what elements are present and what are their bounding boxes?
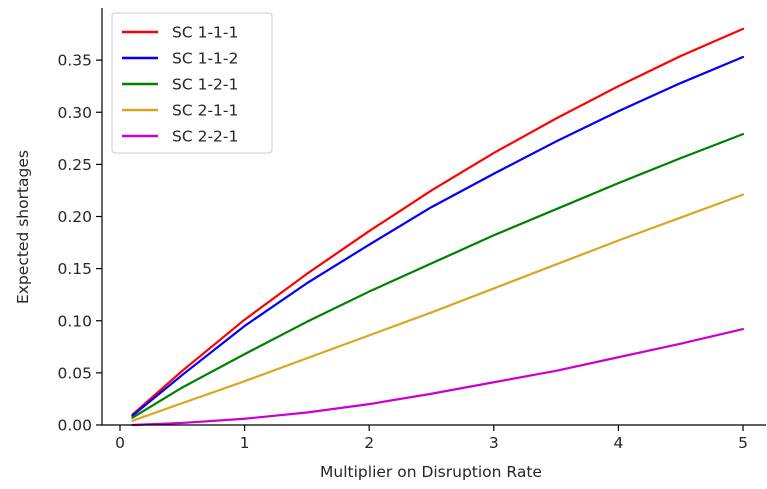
axes-layer: 0 1 2 3 4 5 0.00 0.05 0.10 0.15 0.20 0.25 0.30 0.35 xyxy=(57,8,766,452)
x-axis-label: Multiplier on Disruption Rate xyxy=(320,463,542,481)
legend-label: SC 2-1-1 xyxy=(172,102,238,120)
x-tick-label: 0 xyxy=(115,434,125,452)
y-tick-label: 0.15 xyxy=(57,260,92,278)
x-tick-label: 2 xyxy=(364,434,374,452)
series-line-5 xyxy=(131,327,745,427)
legend-label: SC 1-1-1 xyxy=(172,24,238,42)
y-tick-label: 0.20 xyxy=(57,208,92,226)
y-tick-label: 0.35 xyxy=(57,52,92,70)
series-line-3 xyxy=(131,133,745,419)
series-layer xyxy=(131,27,745,427)
x-tick-label: 5 xyxy=(738,434,748,452)
series-line-4 xyxy=(131,193,745,422)
legend-label: SC 2-2-1 xyxy=(172,128,238,146)
x-tick-label: 4 xyxy=(613,434,623,452)
y-tick-label: 0.05 xyxy=(57,364,92,382)
x-tick-label: 1 xyxy=(240,434,250,452)
y-tick-label: 0.25 xyxy=(57,156,92,174)
legend: SC 1-1-1 SC 1-1-2 SC 1-2-1 SC 2-1-1 SC 2-2-1 xyxy=(111,12,273,154)
x-tick-label: 3 xyxy=(489,434,499,452)
legend-box xyxy=(111,12,273,154)
series-line-1 xyxy=(131,27,745,416)
y-axis-label: Expected shortages xyxy=(14,150,32,304)
y-tick-label: 0.10 xyxy=(57,312,92,330)
series-line-2 xyxy=(131,55,745,417)
y-tick-label: 0.30 xyxy=(57,104,92,122)
legend-label: SC 1-1-2 xyxy=(172,50,238,68)
y-tick-label: 0.00 xyxy=(57,417,92,435)
legend-label: SC 1-2-1 xyxy=(172,76,238,94)
